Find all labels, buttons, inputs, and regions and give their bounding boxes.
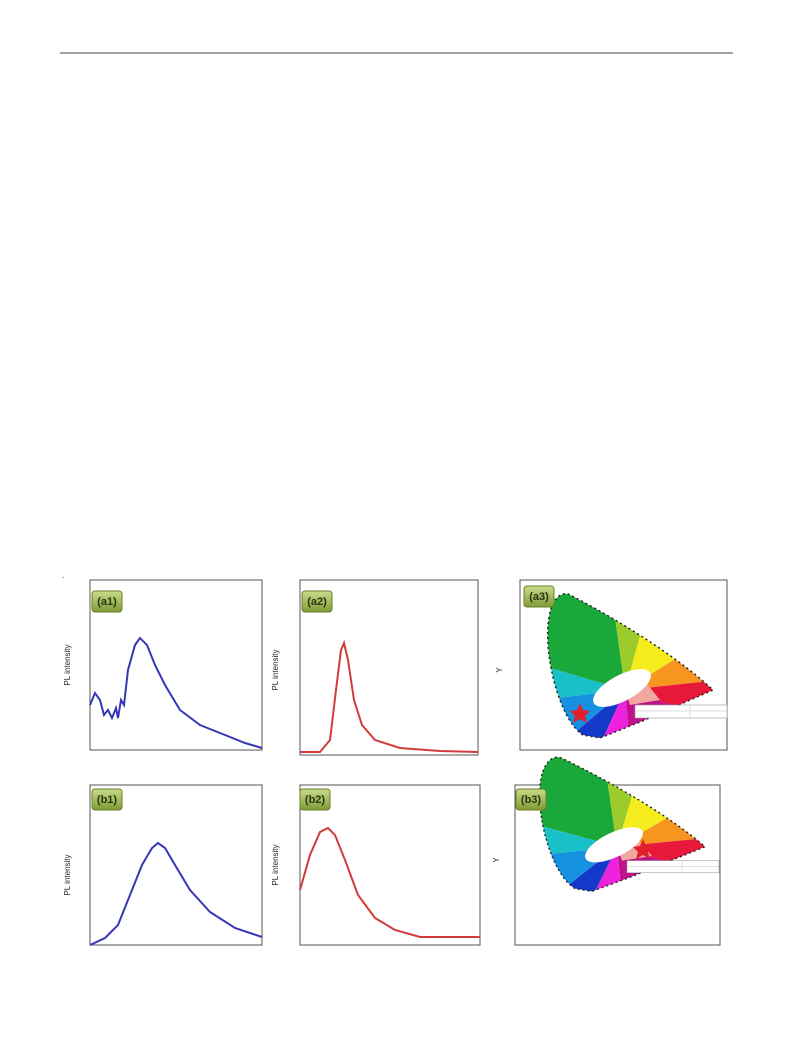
figure-mark: . [62,571,64,580]
panel-a1: (a1) PL intensity [63,579,263,751]
y-axis-label: Y [495,667,504,673]
panel-tag [91,788,123,811]
panel-label: (a2) [307,596,327,608]
cie-diagram [540,580,727,745]
panel-b3: (b3) Y [492,744,721,946]
color-star [633,839,653,859]
y-axis-label: PL intensity [63,854,72,895]
panel-label: (b1) [97,794,118,806]
plot-frame [89,579,263,751]
panel-tag [91,590,123,613]
panel-b2: (b2) PL intensity [271,784,481,946]
cie-diagram [532,744,719,897]
spectrum-curve [300,639,479,753]
panel-tag [299,788,331,811]
panel-tag [523,585,555,608]
y-axis-label: Y [492,857,501,863]
color-star [570,703,590,723]
spectrum-curve [299,826,480,938]
plot-frame [514,784,721,946]
panel-label: (a3) [529,591,549,603]
panel-label: (a1) [97,596,117,608]
panel-label: (b3) [521,794,542,806]
spectrum-curve [89,841,263,946]
y-axis-label: PL intensity [271,649,280,690]
y-axis-label: PL intensity [271,844,280,885]
plot-frame [299,784,481,946]
plot-frame [299,579,479,756]
panel-tag [515,788,547,811]
panel-tag [301,590,333,613]
panel-a3: (a3) Y [495,579,728,751]
plot-frame [519,579,728,751]
panel-label: (b2) [305,794,326,806]
plot-frame [89,784,263,946]
panel-a2: (a2) PL intensity [271,579,479,756]
y-axis-label: PL intensity [63,644,72,685]
panel-b1: (b1) PL intensity [63,784,263,946]
spectrum-curve [89,636,263,749]
